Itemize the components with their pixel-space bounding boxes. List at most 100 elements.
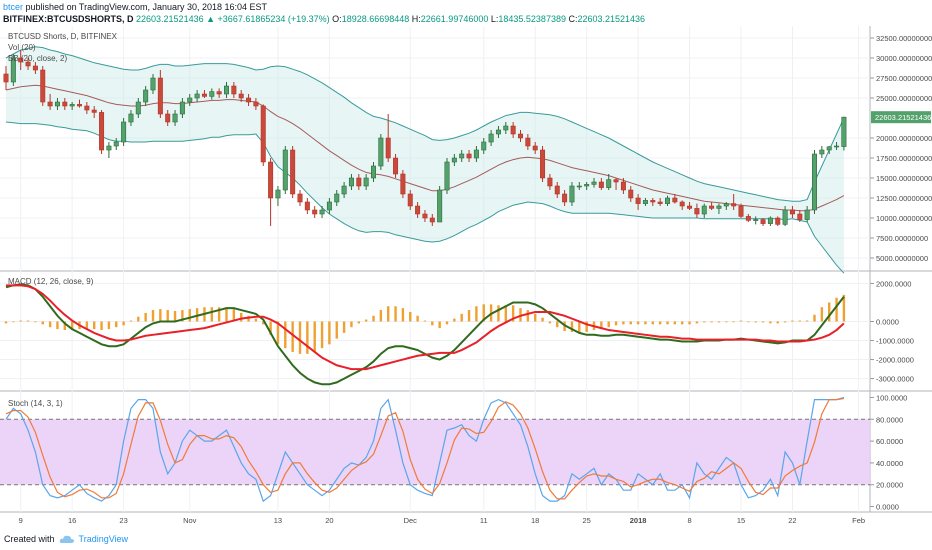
candle: [334, 190, 340, 206]
macd-histogram-bar: [262, 321, 265, 325]
candle-body: [334, 193, 340, 203]
candle-body: [172, 113, 178, 123]
price-tick-label: 20000.00000000: [876, 134, 932, 143]
macd-histogram-bar: [570, 321, 574, 332]
candlestick-series: [3, 50, 847, 226]
bollinger-band-fill: [6, 46, 844, 274]
candle: [451, 154, 457, 166]
candle-body: [356, 177, 362, 187]
candle: [606, 174, 612, 190]
candle: [775, 216, 781, 226]
candle-body: [238, 93, 244, 99]
candle: [246, 94, 252, 106]
candle-body: [363, 177, 369, 187]
candle-body: [664, 197, 670, 204]
candle-body: [62, 101, 68, 107]
candle: [348, 174, 354, 190]
candle-body: [47, 101, 53, 107]
candle: [3, 66, 9, 90]
candle-body: [319, 209, 325, 215]
candle: [745, 214, 751, 222]
vol-label: Vol (20): [8, 43, 36, 52]
price-tick-label: 12500.00000000: [876, 194, 932, 203]
macd-histogram-bar: [695, 321, 699, 324]
candle: [370, 162, 376, 182]
macd-histogram-bar: [835, 297, 838, 322]
tradingview-brand[interactable]: TradingView: [78, 534, 129, 544]
candle-body: [143, 89, 149, 103]
candle-body: [407, 193, 413, 207]
macd-signal-line: [6, 284, 845, 371]
candle-body: [268, 161, 274, 199]
candle: [664, 195, 670, 206]
macd-histogram-bar: [600, 321, 603, 330]
candle-body: [422, 213, 428, 219]
candle-body: [415, 205, 421, 215]
candle-body: [348, 177, 354, 187]
macd-histogram-bar: [122, 321, 125, 326]
macd-histogram-bar: [372, 315, 375, 322]
candle-body: [709, 205, 715, 209]
candle: [32, 62, 38, 74]
macd-histogram-bar: [460, 313, 463, 322]
candle-body: [187, 97, 193, 103]
candle: [356, 174, 362, 190]
candle: [620, 178, 626, 194]
macd-histogram-bar: [710, 321, 713, 323]
trading-chart[interactable]: 5000.00000000 7500.00000000 10000.00000000…: [0, 26, 932, 534]
candle: [341, 182, 347, 198]
macd-histogram-bar: [820, 307, 824, 322]
candle: [415, 202, 421, 218]
candle-body: [459, 153, 465, 159]
author-name[interactable]: btcer: [3, 2, 24, 12]
candle-body: [10, 57, 16, 83]
candle: [297, 190, 303, 206]
time-tick-label: 11: [480, 516, 488, 525]
candle: [598, 178, 604, 190]
candle: [642, 198, 648, 206]
macd-tick-label: 0.0000: [876, 317, 899, 326]
candle: [687, 202, 693, 210]
candle: [811, 150, 817, 214]
macd-histogram-bar: [703, 321, 706, 323]
candle: [834, 142, 840, 150]
macd-tick-label: -1000.0000: [876, 337, 914, 346]
candle-body: [3, 73, 9, 83]
candle-body: [326, 201, 332, 211]
macd-tick-label: 2000.0000: [876, 279, 911, 288]
candle: [789, 206, 795, 218]
macd-histogram-bar: [181, 310, 184, 322]
symbol-name: BITFINEX:BTCUSDSHORTS, D: [3, 14, 134, 24]
price-axes: 5000.00000000 7500.00000000 10000.00000000…: [870, 34, 932, 512]
candle: [54, 98, 60, 110]
price-tick-label: 32500.00000000: [876, 34, 932, 43]
time-tick-label: Dec: [404, 516, 418, 525]
candle: [841, 116, 847, 151]
macd-histogram-bar: [298, 321, 302, 354]
candle: [47, 94, 53, 110]
candle-body: [562, 193, 568, 203]
candle-body: [209, 91, 215, 97]
macd-histogram-bar: [93, 321, 96, 330]
stoch-k-line: [5, 396, 845, 503]
candle-body: [760, 219, 766, 224]
price-tick-label: 27500.00000000: [876, 74, 932, 83]
candle-body: [797, 213, 803, 220]
macd-histogram-bar: [585, 321, 588, 332]
candle: [194, 90, 200, 102]
price-change: +3667.61865234 (+19.37%): [217, 14, 330, 24]
candle-body: [789, 209, 795, 215]
macd-histogram-bar: [291, 321, 294, 352]
price-tick-label: 5000.00000000: [876, 254, 928, 263]
macd-histogram-bar: [614, 321, 618, 326]
candle-body: [99, 112, 105, 151]
candle-body: [628, 189, 634, 199]
macd-histogram-bar: [284, 321, 287, 349]
candle: [290, 146, 296, 198]
macd-histogram-bar: [416, 315, 419, 322]
macd-histogram-bar: [622, 321, 625, 325]
macd-histogram-bar: [445, 321, 449, 325]
macd-histogram-bar: [56, 321, 59, 330]
candle-body: [84, 105, 90, 111]
candle: [517, 130, 523, 142]
